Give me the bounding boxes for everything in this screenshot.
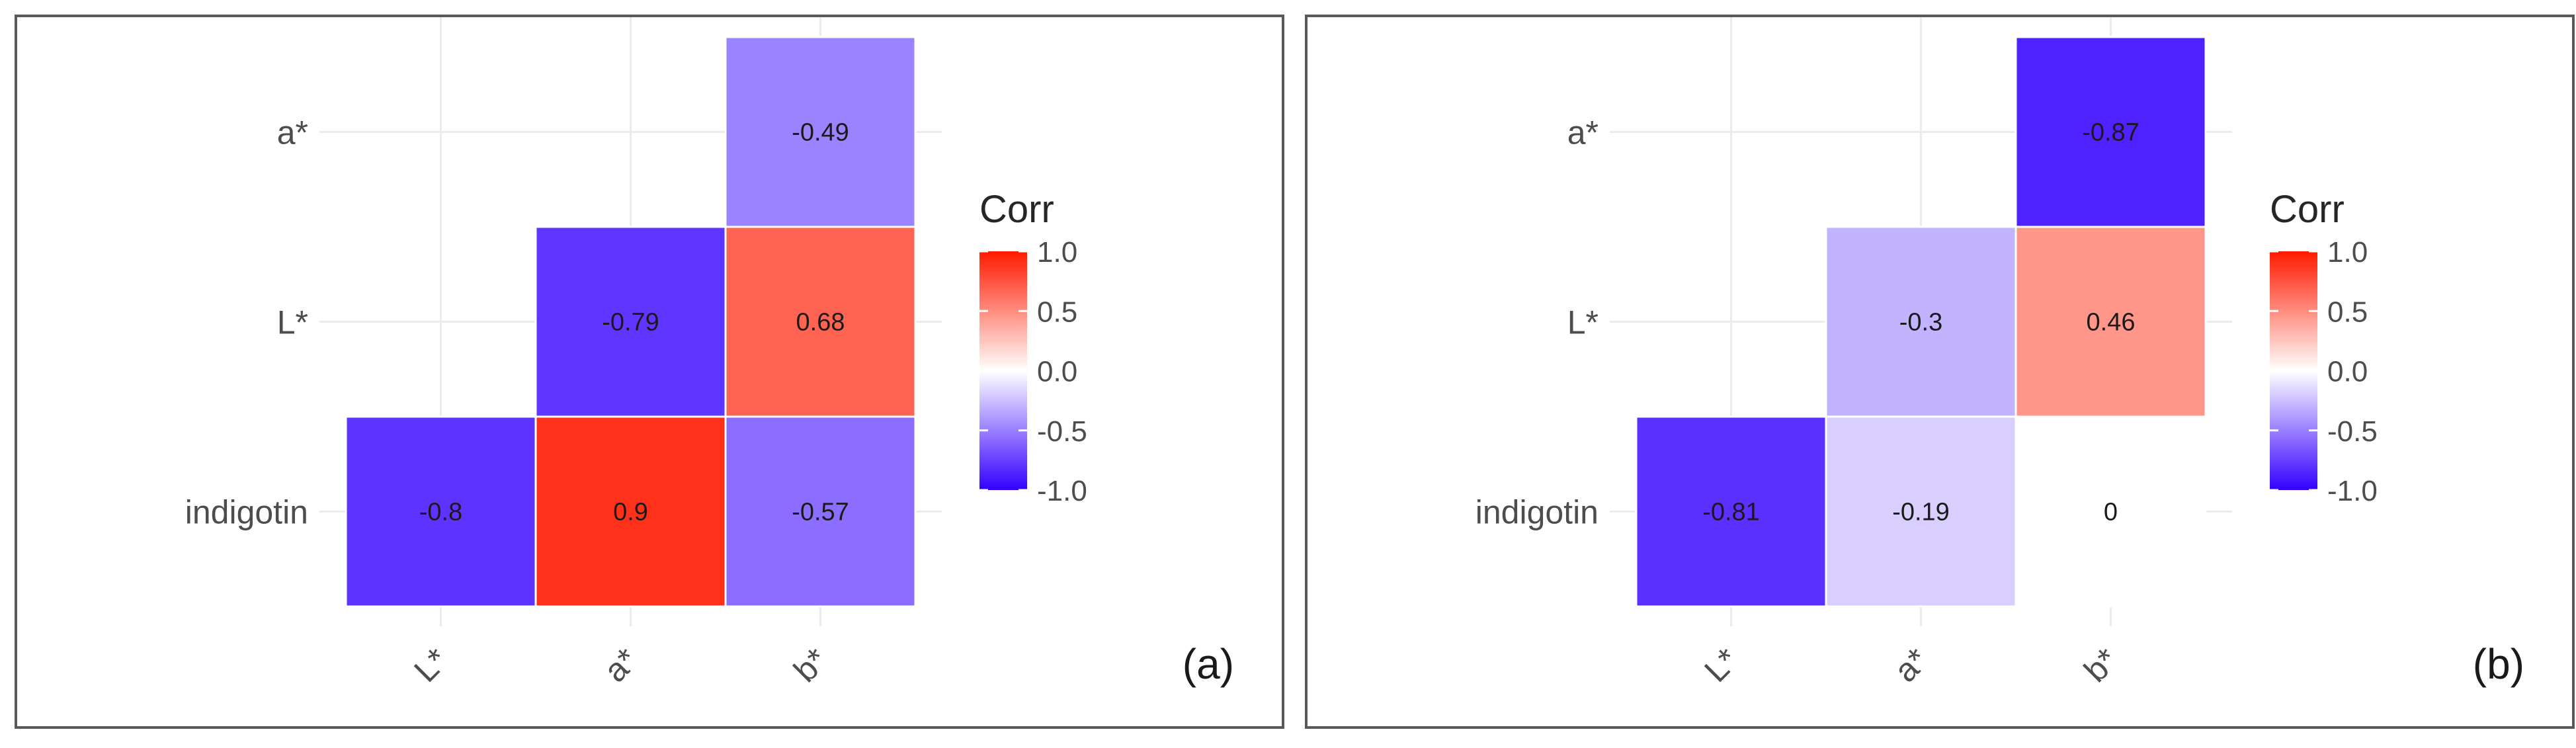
correlation-panel-b: -0.81 -0.19 0 -0.3 0.46 -0.87 indigotin L* a* L* a…: [1305, 15, 2575, 729]
heatmap-a: -0.8 0.9 -0.57 -0.79 0.68 -0.49 indigotin L* a* L…: [185, 17, 1234, 689]
heatmap-cell: [1825, 226, 2017, 418]
legend-tick-label: -0.5: [2327, 415, 2378, 448]
cell-value-label: -0.19: [1892, 499, 1950, 526]
cell-value-label: -0.57: [792, 499, 849, 526]
legend-tick-label: 0.0: [2327, 356, 2368, 388]
heatmap-cell: [724, 415, 917, 608]
legend-tick-label: 1.0: [1037, 236, 1077, 269]
y-tick-label: indigotin: [1475, 494, 1599, 531]
y-tick-label: indigotin: [185, 494, 308, 531]
legend: Corr 1.0 0.5 0.0 -0.5 -1.0: [979, 188, 1087, 507]
legend: Corr 1.0 0.5 0.0 -0.5 -1.0: [2270, 188, 2378, 507]
cell-value-label: -0.8: [419, 499, 462, 526]
cell-value-label: 0.68: [796, 309, 845, 337]
y-tick-label: a*: [1567, 114, 1599, 151]
cell-value-label: -0.79: [602, 309, 659, 337]
cell-value-label: 0: [2104, 499, 2118, 526]
x-tick-label: L*: [1697, 641, 1745, 689]
legend-title: Corr: [2270, 188, 2345, 231]
cell-value-label: -0.87: [2082, 119, 2140, 147]
heatmap-cell: [724, 226, 917, 418]
legend-tick-label: 0.5: [2327, 296, 2368, 328]
x-tick-label: a*: [597, 641, 645, 689]
x-tick-label: b*: [2077, 641, 2125, 689]
x-tick-label: a*: [1887, 641, 1935, 689]
cell-value-label: -0.3: [1899, 309, 1942, 337]
y-tick-label: L*: [277, 304, 308, 341]
legend-tick-label: 0.5: [1037, 296, 1077, 328]
y-tick-label: L*: [1567, 304, 1599, 341]
heatmap-cell: [1825, 415, 2017, 608]
legend-tick-label: 0.0: [1037, 356, 1077, 388]
cell-value-label: 0.46: [2087, 309, 2136, 337]
y-tick-label: a*: [277, 114, 308, 151]
heatmap-cell: [534, 226, 727, 418]
panel-label: (a): [1183, 640, 1234, 688]
heatmap-cell: [2015, 415, 2207, 608]
heatmap-cell: [345, 415, 537, 608]
heatmap-cell: [724, 36, 917, 228]
panel-label: (b): [2473, 640, 2524, 688]
heatmap-cell: [2015, 36, 2207, 228]
x-tick-label: b*: [786, 641, 835, 689]
legend-tick-label: -1.0: [2327, 475, 2378, 507]
correlation-panel-a: -0.8 0.9 -0.57 -0.79 0.68 -0.49 indigotin L* a* L…: [15, 15, 1284, 729]
x-tick-label: L*: [407, 641, 455, 689]
legend-tick-label: 1.0: [2327, 236, 2368, 269]
cell-value-label: -0.81: [1702, 499, 1760, 526]
cell-value-label: -0.49: [792, 119, 849, 147]
legend-tick-label: -0.5: [1037, 415, 1087, 448]
legend-tick-label: -1.0: [1037, 475, 1087, 507]
legend-title: Corr: [979, 188, 1054, 231]
heatmap-b: -0.81 -0.19 0 -0.3 0.46 -0.87 indigotin L* a* L* a…: [1475, 17, 2524, 689]
cell-value-label: 0.9: [613, 499, 648, 526]
heatmap-cell: [1635, 415, 1827, 608]
heatmap-cell: [2015, 226, 2207, 418]
